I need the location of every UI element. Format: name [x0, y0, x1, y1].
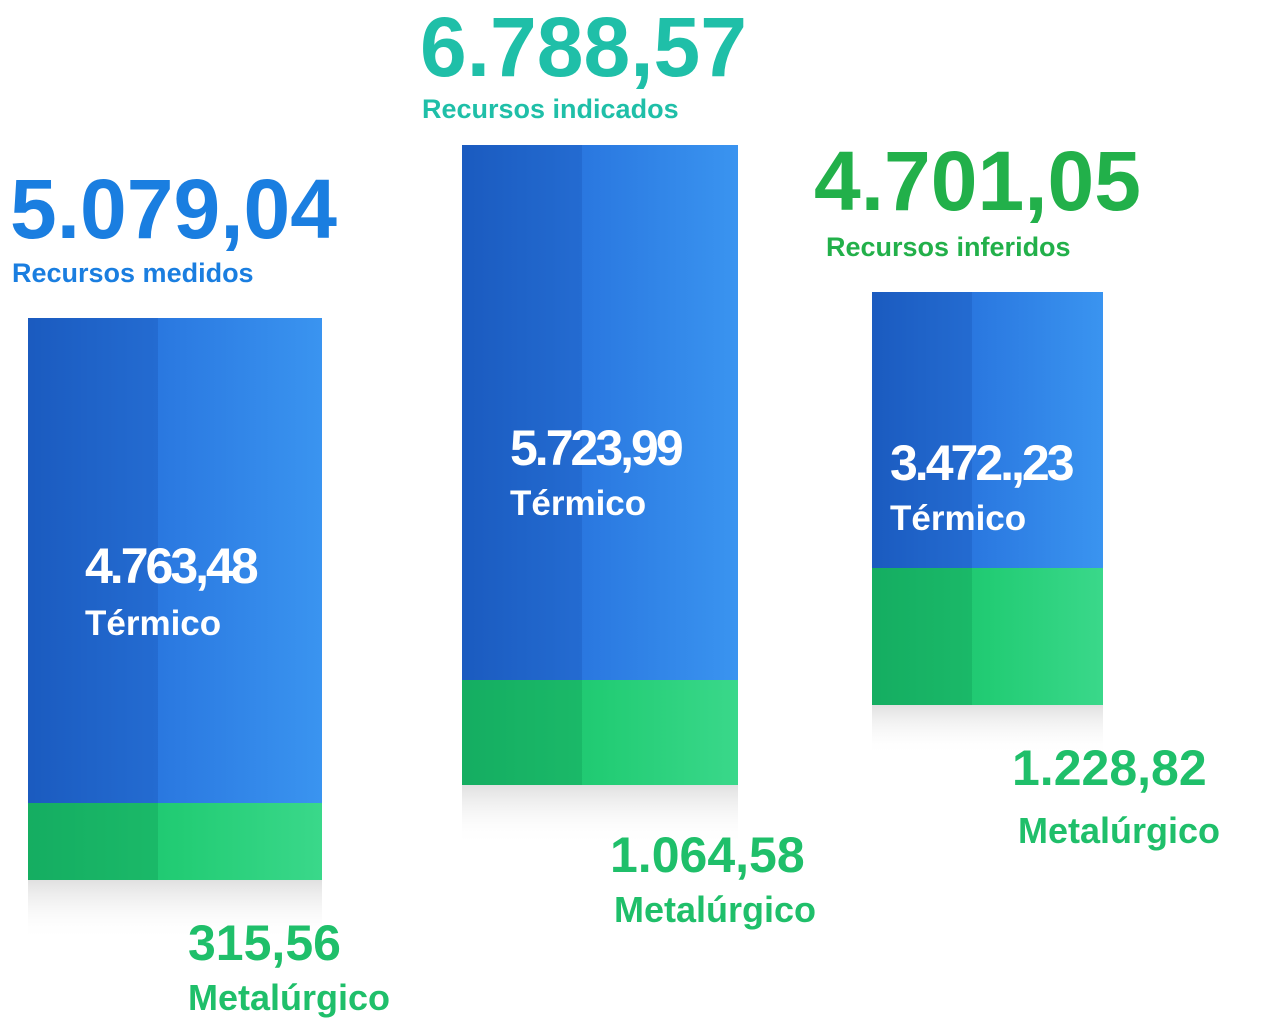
thermal-label: Térmico: [890, 499, 1026, 538]
thermal-label: Térmico: [85, 604, 221, 643]
thermal-value: 3.472.,23: [890, 435, 1073, 491]
total-label: Recursos indicados: [422, 94, 679, 124]
box: [462, 145, 738, 845]
metallurgical-label: Metalúrgico: [1018, 810, 1220, 851]
metallurgical-value: 1.064,58: [610, 827, 805, 883]
metallurgical-label: Metalúrgico: [614, 889, 816, 930]
total: 4.701,05: [814, 134, 1141, 228]
total: 6.788,57: [420, 0, 747, 94]
total: 5.079,04: [10, 162, 337, 256]
box: [28, 318, 322, 940]
thermal-value: 5.723,99: [510, 420, 682, 476]
metallurgical-value: 1.228,82: [1012, 740, 1207, 796]
box: [872, 292, 1103, 755]
thermal-value: 4.763,48: [85, 538, 258, 594]
total-label: Recursos medidos: [12, 258, 254, 288]
thermal-label: Térmico: [510, 484, 646, 523]
metallurgical-value: 315,56: [188, 915, 341, 971]
total-label: Recursos inferidos: [826, 232, 1071, 262]
metallurgical-label: Metalúrgico: [188, 977, 390, 1018]
